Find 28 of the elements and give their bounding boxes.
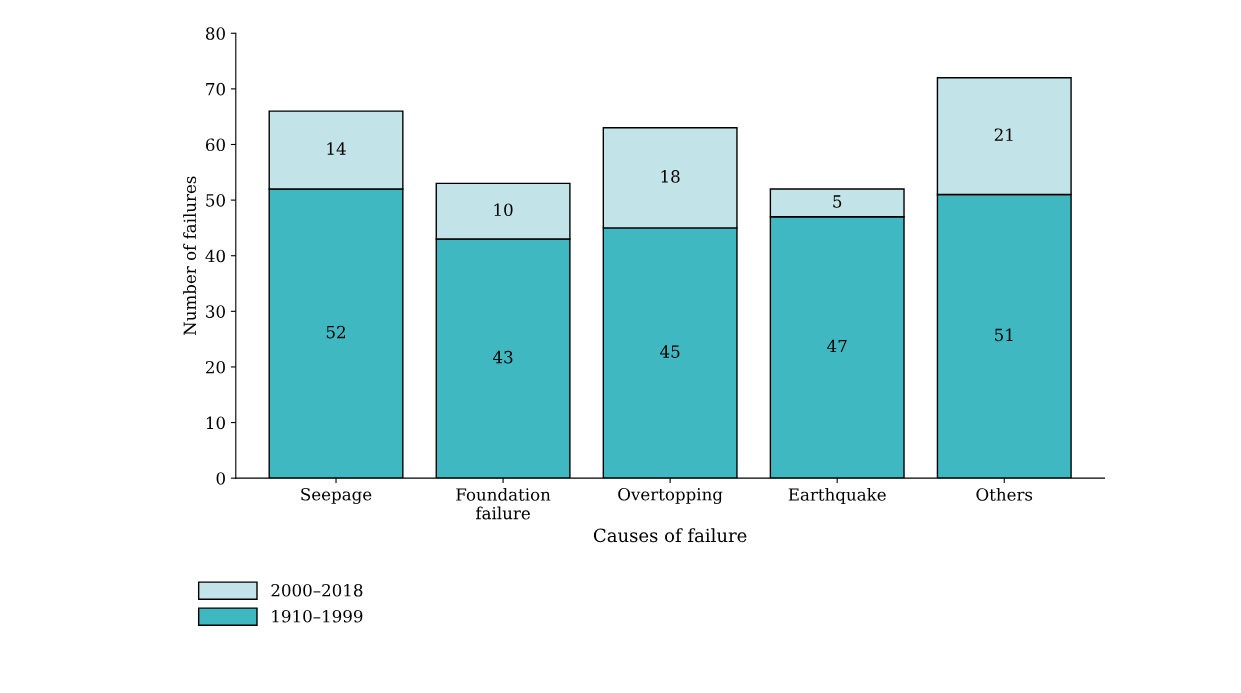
- y-tick-label: 30: [206, 305, 225, 318]
- y-tick-label: 50: [206, 194, 225, 207]
- y-tick-label: 20: [205, 360, 225, 374]
- legend-label: 1910–1999: [272, 609, 363, 623]
- data-label: 5: [833, 195, 842, 208]
- data-label: 14: [327, 142, 346, 155]
- data-label: 52: [326, 325, 345, 339]
- x-axis-title: Causes of failure: [593, 528, 747, 543]
- data-label: 47: [827, 339, 847, 353]
- data-label: 43: [492, 350, 513, 364]
- x-tick-label: Overtopping: [618, 487, 723, 505]
- y-tick-label: 10: [206, 416, 225, 430]
- y-tick-label: 0: [216, 472, 225, 485]
- data-label: 18: [661, 170, 680, 183]
- data-label: 45: [660, 345, 680, 358]
- y-tick-label: 40: [205, 249, 225, 263]
- x-tick-label: Others: [976, 487, 1033, 501]
- data-label: 21: [994, 128, 1013, 141]
- x-tick-label: Earthquake: [788, 487, 886, 505]
- legend-label: 2000–2018: [271, 583, 363, 597]
- x-tick-label: Foundation failure: [456, 487, 551, 520]
- data-label: 51: [995, 328, 1013, 342]
- y-tick-label: 70: [206, 82, 225, 96]
- y-axis-title: Number of failures: [183, 176, 197, 336]
- y-tick-label: 80: [205, 27, 225, 40]
- data-label: 10: [494, 203, 513, 217]
- x-tick-label: Seepage: [301, 487, 372, 505]
- y-tick-label: 60: [205, 138, 225, 152]
